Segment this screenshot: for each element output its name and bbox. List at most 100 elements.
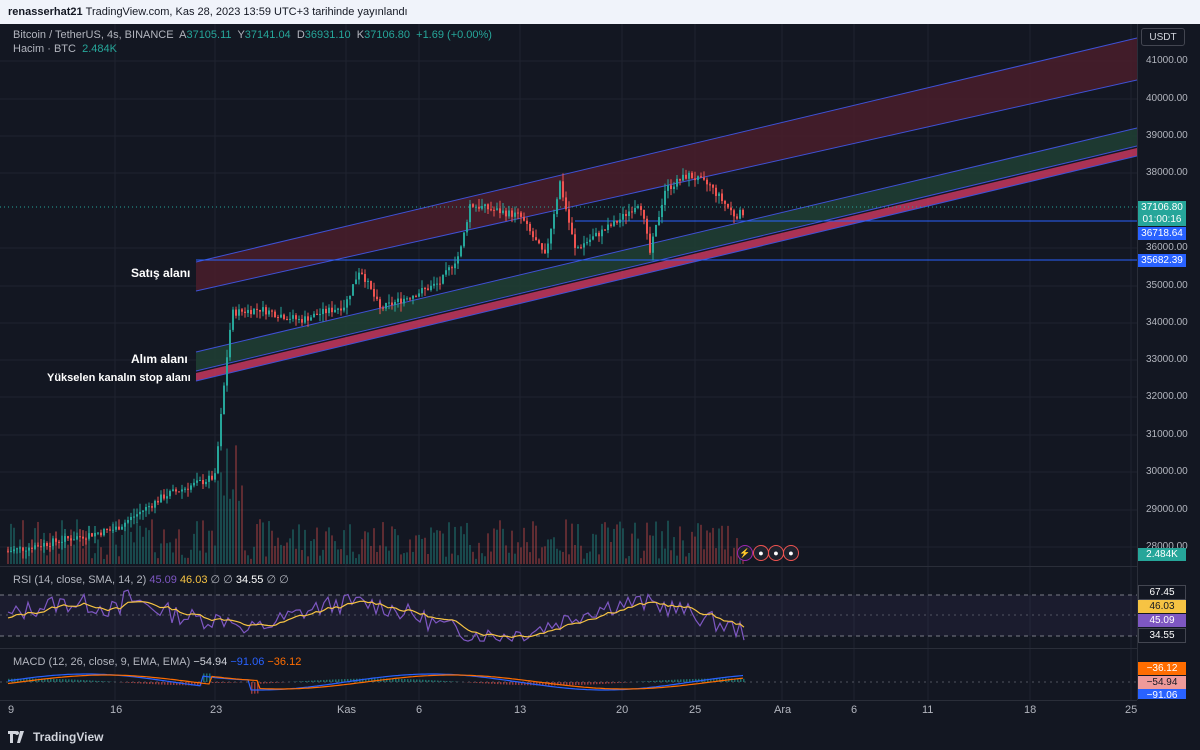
candle-body [466,222,468,233]
macd-histogram-bar [344,679,346,682]
price-tick: 36000.00 [1146,242,1188,253]
candle-body [490,209,492,211]
volume-bar [607,527,609,564]
volume-bar [328,527,330,564]
macd-histogram-bar [587,682,589,685]
volume-bar [724,549,726,564]
macd-histogram-bar [578,682,580,685]
rsi-min-value: 34.55 [235,574,264,586]
candle-body [667,185,669,191]
pane-separator[interactable] [0,648,1137,649]
volume-bar [244,550,246,564]
macd-histogram-bar [104,681,106,682]
macd-histogram-bar [611,682,613,684]
macd-histogram-bar [560,682,562,686]
volume-bar [97,539,99,564]
macd-histogram-bar [350,678,352,682]
volume-bar [340,549,342,564]
author-name[interactable]: renasserhat21 [8,6,83,18]
buy-zone-top-line [195,127,1137,353]
macd-histogram-bar [683,679,685,682]
candle-body [40,546,42,548]
price-chart[interactable] [0,24,1137,700]
candle-body [70,538,72,541]
rsi-chart[interactable] [0,567,1137,647]
candle-body [439,283,441,285]
macd-histogram-bar [26,678,28,682]
candle-body [541,243,543,250]
event-lightning-icon[interactable]: ⚡ [737,545,753,561]
level-tag: 36718.64 [1138,227,1186,240]
candle-body [472,204,474,207]
macd-histogram-bar [53,678,55,682]
macd-axis-tag: −54.94 [1138,676,1186,689]
volume-bar [499,520,501,564]
candle-body [163,494,165,499]
candle-body [523,216,525,221]
macd-histogram-bar [542,682,544,686]
candle-body [721,193,723,202]
pane-separator[interactable] [0,566,1137,567]
candle-body [55,538,57,542]
brand-name[interactable]: TradingView [33,730,104,744]
candle-body [67,536,69,539]
rsi-legend[interactable]: RSI (14, close, SMA, 14, 2) 45.09 46.03 … [13,574,289,586]
volume-bars [7,445,744,564]
candle-body [670,185,672,189]
price-tick: 38000.00 [1146,167,1188,178]
macd-histogram-bar [95,680,97,682]
volume-value: 2.484K [82,43,117,55]
currency-selector[interactable]: USDT [1141,28,1185,46]
macd-histogram-bar [332,679,334,682]
macd-histogram-bar [473,682,475,683]
candle-body [337,308,339,310]
time-axis[interactable] [0,700,1137,725]
volume-bar [118,556,120,564]
volume-bar [73,544,75,564]
volume-legend[interactable]: Hacim · BTC 2.484K [13,43,117,55]
volume-bar [637,538,639,564]
volume-bar [196,521,198,564]
volume-bar [646,522,648,564]
macd-histogram-bar [218,682,220,683]
macd-histogram-bar [557,682,559,686]
volume-bar [442,533,444,564]
macd-histogram-bar [131,682,133,683]
volume-bar [643,550,645,564]
macd-signal-value: −36.12 [267,656,302,668]
event-flag-icon[interactable]: ● [783,545,799,561]
macd-chart[interactable] [0,649,1137,699]
tradingview-logo-icon[interactable] [8,731,28,743]
candle-body [166,496,168,499]
volume-bar [106,554,108,564]
volume-bar [424,537,426,564]
volume-bar [559,550,561,564]
macd-histogram-bar [269,682,271,684]
macd-histogram-bar [413,679,415,682]
event-flag-icon[interactable]: ● [768,545,784,561]
volume-bar [247,555,249,564]
candle-body [463,232,465,247]
volume-bar [682,540,684,564]
volume-bar [133,542,135,564]
volume-bar [649,535,651,564]
candle-body [625,213,627,217]
volume-bar [343,530,345,564]
symbol-legend[interactable]: Bitcoin / TetherUS, 4s, BINANCE A37105.1… [13,29,492,41]
candle-body [400,298,402,304]
volume-bar [652,535,654,564]
volume-bar [730,556,732,564]
candle-body [139,511,141,515]
countdown-tag: 01:00:16 [1138,213,1186,226]
volume-bar [445,556,447,564]
volume-bar [418,534,420,564]
macd-histogram-bar [86,680,88,682]
candle-body [106,529,108,531]
macd-legend[interactable]: MACD (12, 26, close, 9, EMA, EMA) −54.94… [13,656,301,668]
candle-body [31,547,33,549]
volume-bar [631,533,633,564]
macd-histogram-bar [695,678,697,682]
candle-body [211,475,213,480]
event-flag-icon[interactable]: ● [753,545,769,561]
macd-histogram-bar [203,673,205,682]
